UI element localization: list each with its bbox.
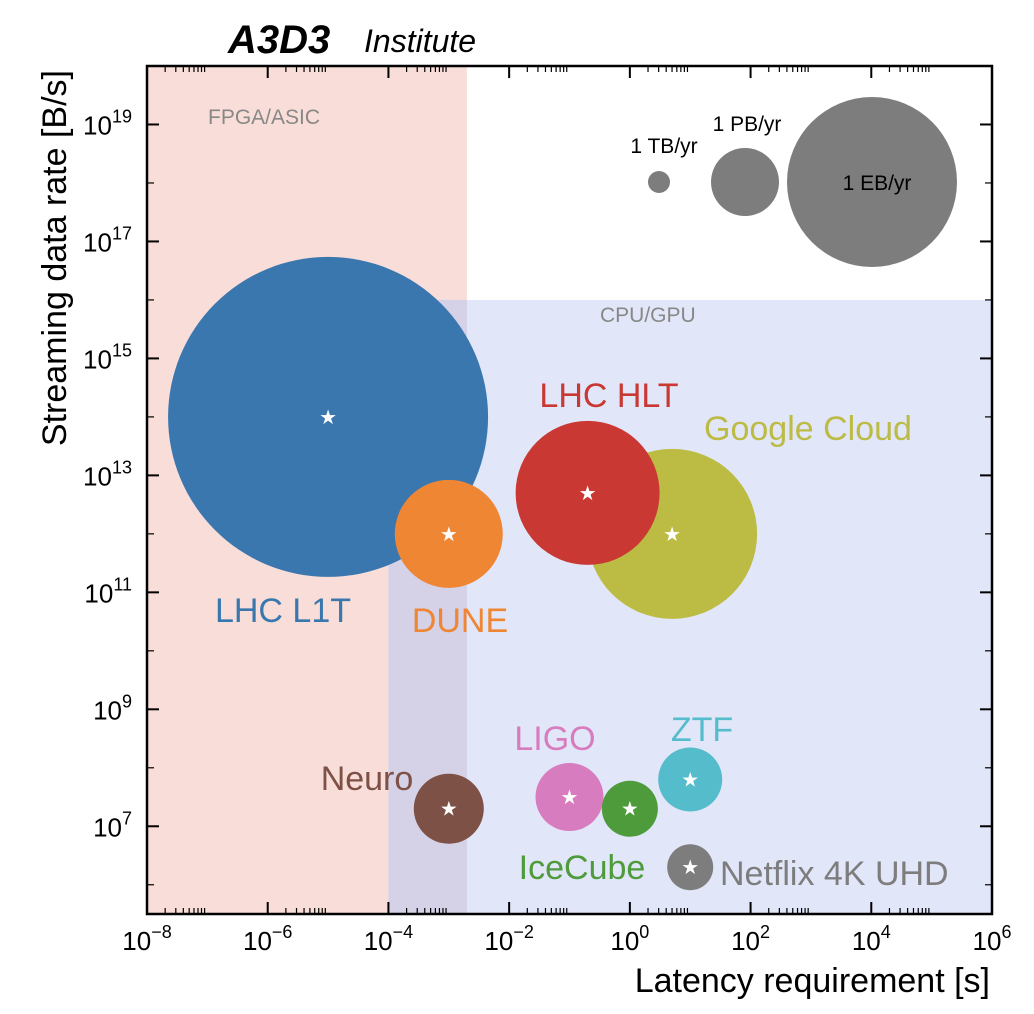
bubble-label-neuro: Neuro (321, 760, 414, 798)
x-tick-label: 10−4 (364, 922, 413, 956)
y-tick-label: 1017 (83, 223, 132, 257)
legend-label-1-tb-yr: 1 TB/yr (630, 135, 697, 158)
region-label-cpu-gpu: CPU/GPU (600, 304, 696, 327)
bubble-label-ztf: ZTF (671, 711, 733, 749)
legend-bubble-1-tb-yr (648, 171, 670, 193)
y-tick-label: 107 (93, 808, 132, 842)
size-legend: 1 TB/yr 1 PB/yr 1 EB/yr (630, 97, 957, 267)
bubble-label-dune: DUNE (412, 602, 508, 640)
star-marker-netflix-4k-uhd: ★ (681, 855, 699, 879)
plot-frame (145, 64, 994, 916)
plot-border (145, 64, 994, 916)
star-marker-dune: ★ (440, 522, 458, 546)
legend-bubble-1-eb-yr (787, 97, 957, 267)
x-axis-ticks: 10−8 10−6 10−4 10−2 100 102 104 106 (122, 66, 1011, 956)
x-tick-label: 104 (852, 922, 891, 956)
x-tick-label: 102 (731, 922, 770, 956)
bubble-label-ligo: LIGO (514, 720, 595, 758)
star-marker-ztf: ★ (681, 767, 699, 791)
star-marker-lhc-hlt: ★ (579, 481, 597, 505)
y-axis-label: Streaming data rate [B/s] (36, 70, 74, 446)
y-tick-label: 109 (93, 691, 132, 725)
x-tick-label: 10−2 (484, 922, 533, 956)
bubble-label-lhc-hlt: LHC HLT (539, 377, 678, 415)
star-marker-neuro: ★ (440, 797, 458, 821)
region-label-fpga-asic: FPGA/ASIC (208, 106, 320, 129)
y-tick-label: 1019 (83, 106, 132, 140)
bubble-netflix-4k-uhd (667, 844, 714, 891)
brand-title-light: Institute (364, 23, 476, 59)
bubble-labels: FPGA/ASIC CPU/GPU LHC L1T Google Cloud LHC H… (208, 106, 949, 893)
bubble-dune (394, 479, 503, 588)
star-marker-google-cloud: ★ (663, 522, 681, 546)
bubble-label-icecube: IceCube (519, 849, 646, 887)
bubble-ligo (535, 763, 604, 832)
legend-label-1-eb-yr: 1 EB/yr (843, 172, 912, 195)
y-tick-label: 1013 (83, 457, 132, 491)
bubbles-layer: ★ ★ ★ ★ ★ ★ ★ ★ ★ (168, 256, 758, 891)
y-tick-label: 1011 (84, 574, 132, 608)
x-tick-label: 10−8 (122, 922, 171, 956)
bubble-lhc-hlt (515, 420, 660, 565)
brand-title-bold: A3D3 (227, 18, 330, 62)
star-marker-lhc-l1t: ★ (319, 405, 337, 429)
legend-bubble-1-pb-yr (711, 148, 779, 216)
star-marker-icecube: ★ (621, 797, 639, 821)
bubble-ztf (658, 747, 723, 812)
x-axis-label: Latency requirement [s] (635, 962, 990, 1000)
x-tick-label: 106 (973, 922, 1012, 956)
bubble-lhc-l1t (168, 256, 489, 577)
bubble-label-lhc-l1t: LHC L1T (215, 592, 351, 630)
bubble-label-google-cloud: Google Cloud (704, 410, 912, 448)
bubble-label-netflix-4k-uhd: Netflix 4K UHD (720, 855, 949, 893)
bubble-icecube (601, 780, 658, 837)
y-axis-ticks: 107 109 1011 1013 1015 1017 1019 (83, 106, 992, 886)
star-marker-ligo: ★ (561, 785, 579, 809)
legend-label-1-pb-yr: 1 PB/yr (713, 113, 782, 136)
bubble-neuro (413, 773, 484, 844)
x-tick-label: 10−6 (243, 922, 292, 956)
y-tick-label: 1015 (83, 340, 132, 374)
x-tick-label: 100 (610, 922, 649, 956)
